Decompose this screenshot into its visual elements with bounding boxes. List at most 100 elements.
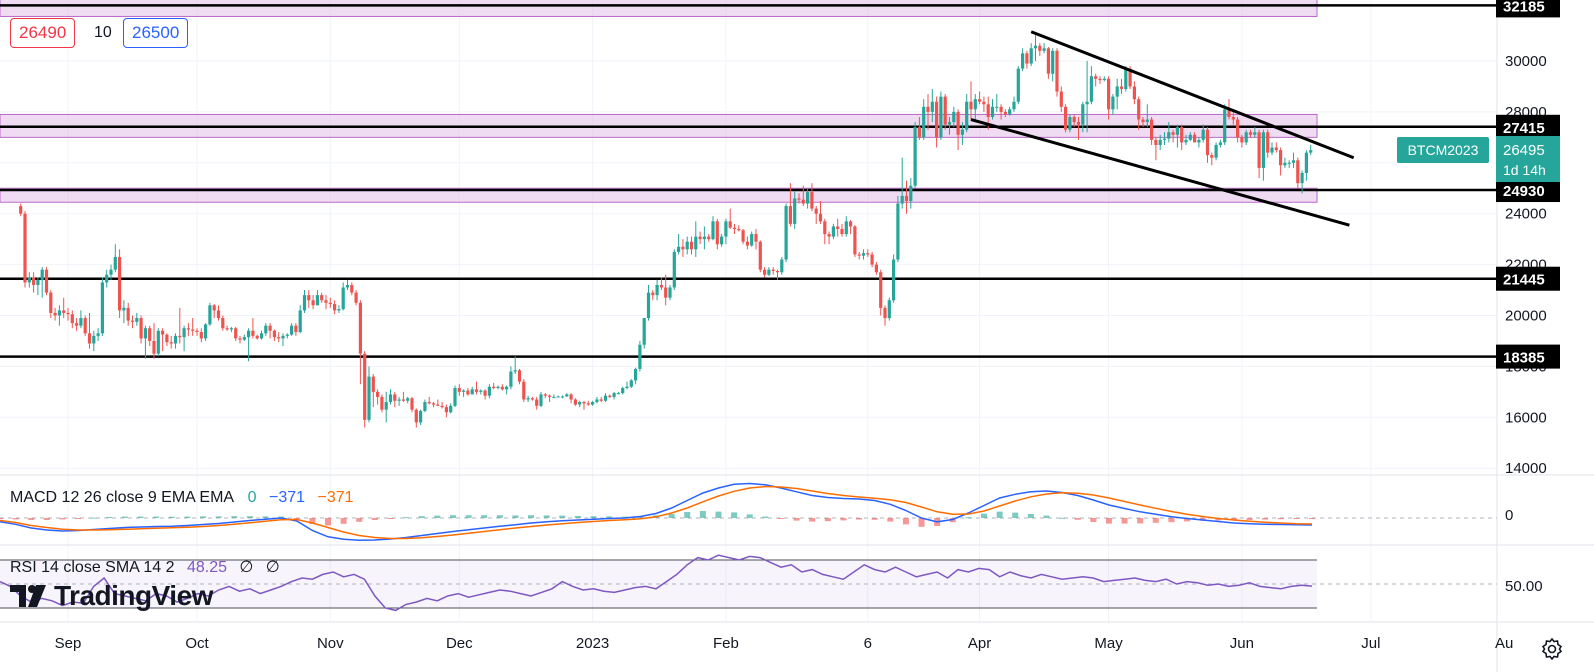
candle-body: [1025, 53, 1029, 64]
candle-body: [659, 284, 663, 288]
candle-body: [509, 371, 513, 387]
candle-body: [367, 376, 371, 420]
candle-body: [677, 246, 681, 252]
macd-histogram-bar: [153, 516, 160, 518]
candle-body: [247, 330, 251, 338]
macd-histogram-bar: [1168, 518, 1175, 523]
candle-body: [548, 395, 552, 397]
candle-body: [401, 399, 405, 401]
candle-body: [118, 256, 122, 311]
candle-body: [1098, 78, 1102, 81]
candle-body: [1201, 129, 1205, 140]
candle-body: [341, 287, 345, 310]
macd-axis-label: 0: [1505, 507, 1513, 524]
candle-body: [995, 106, 999, 108]
candle-body: [1081, 104, 1085, 125]
sell-price-button[interactable]: 26490: [10, 18, 76, 48]
candle-body: [1089, 76, 1093, 102]
candle-body: [350, 284, 354, 293]
candle-body: [560, 396, 565, 398]
candle-body: [1076, 122, 1081, 125]
candle-body: [956, 111, 960, 135]
candle-body: [419, 410, 423, 423]
macd-histogram-bar: [887, 518, 894, 522]
candle-body: [285, 334, 289, 336]
candle-body: [1124, 68, 1128, 89]
candle-body: [1227, 109, 1231, 117]
time-label-feb: Feb: [713, 635, 739, 652]
candle-body: [479, 390, 483, 392]
candle-body: [831, 226, 835, 237]
candle-body: [655, 284, 659, 296]
macd-histogram-bar: [309, 518, 316, 524]
candle-body: [384, 402, 388, 410]
candle-body: [1291, 160, 1296, 163]
candle-body: [857, 254, 861, 256]
macd-histogram-bar: [371, 518, 378, 520]
horizontal-levels[interactable]: [0, 4, 1497, 358]
candle-body: [939, 96, 943, 138]
candle-body: [345, 284, 350, 288]
candle-body: [229, 328, 233, 330]
macd-histogram-bar: [121, 516, 128, 518]
candle-body: [784, 206, 788, 260]
candle-body: [986, 104, 990, 117]
candle-body: [900, 195, 904, 204]
macd-histogram-bar: [840, 518, 847, 521]
price-tick-label: 20000: [1505, 308, 1547, 325]
candle-body: [337, 309, 341, 311]
candle-body: [1270, 147, 1274, 153]
macd-histogram-bar: [231, 516, 238, 518]
candle-body: [1119, 86, 1124, 89]
candle-body: [100, 282, 104, 334]
buy-price-button[interactable]: 26500: [123, 18, 189, 48]
candle-body: [745, 241, 749, 246]
candle-body: [930, 101, 934, 112]
candle-body: [1180, 127, 1184, 143]
candle-body: [1171, 132, 1175, 135]
candle-body: [178, 335, 182, 338]
symbol-tag: BTCM2023: [1408, 142, 1479, 158]
candle-body: [634, 368, 638, 381]
candle-body: [40, 269, 44, 280]
candle-body: [23, 213, 27, 283]
macd-histogram-bar: [996, 511, 1003, 518]
candle-body: [926, 106, 930, 112]
macd-histogram-bar: [1246, 518, 1253, 520]
trendlines[interactable]: [970, 30, 1355, 227]
macd-histogram-bar: [168, 516, 175, 518]
macd-histogram-bar: [1293, 518, 1300, 519]
level-label-21445: 21445: [1503, 272, 1545, 289]
macd-histogram-bar: [215, 516, 222, 518]
time-axis[interactable]: Sep Oct Nov Dec 2023 Feb 6 Apr May Jun Jul Au: [55, 635, 1514, 652]
candle-body: [449, 405, 453, 413]
macd-histogram-bar: [90, 517, 97, 519]
tradingview-logo[interactable]: TradingView: [10, 577, 213, 615]
candle-body: [49, 292, 53, 313]
macd-legend-title: MACD 12 26 close 9 EMA EMA: [10, 489, 234, 506]
macd-histogram-bar: [106, 517, 113, 518]
macd-histogram-bar: [246, 516, 253, 518]
candle-body: [505, 386, 509, 390]
candle-body: [393, 394, 397, 401]
candle-body: [294, 325, 298, 333]
candle-body: [638, 344, 642, 369]
macd-histogram-bar: [1012, 512, 1019, 518]
candle-body: [62, 310, 66, 313]
candle-body: [681, 246, 685, 250]
candle-body: [788, 206, 792, 224]
candle-body: [1068, 116, 1072, 130]
macd-signal-value: −371: [318, 489, 354, 506]
candle-body: [277, 337, 281, 339]
candle-body: [225, 328, 229, 330]
candle-body: [1029, 48, 1033, 64]
settings-gear-icon[interactable]: [1539, 636, 1565, 662]
candle-body: [70, 314, 74, 324]
candle-body: [943, 96, 947, 125]
macd-histogram-bar: [1105, 518, 1112, 524]
order-quantity[interactable]: 10: [94, 24, 112, 41]
candle-body: [522, 381, 526, 400]
price-axis[interactable]: 1400016000180002000022000240002600028000…: [1505, 53, 1547, 477]
time-label-sep: Sep: [55, 635, 82, 652]
